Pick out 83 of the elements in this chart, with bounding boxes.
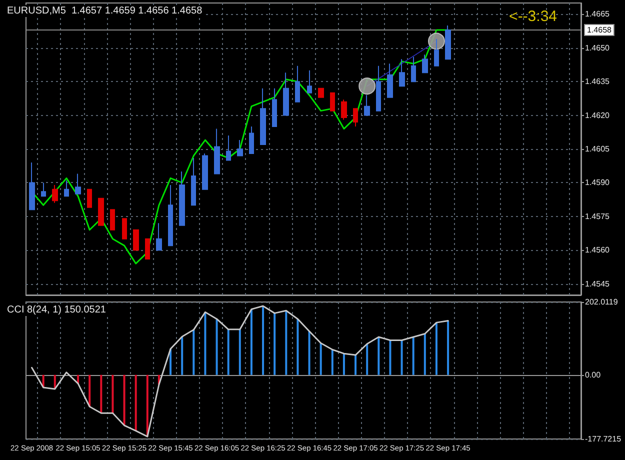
y-tick-label: -177.7215 — [585, 434, 622, 444]
bar — [170, 348, 172, 375]
bar — [227, 329, 230, 375]
bar — [412, 337, 414, 375]
candlestick — [145, 238, 150, 260]
candlestick — [64, 180, 69, 197]
y-tick-label: 1.4590 — [585, 178, 610, 188]
bar — [424, 334, 426, 375]
candlestick — [133, 229, 139, 251]
bar — [296, 318, 299, 375]
chart-title: CCI 8(24, 1) 150.0521 — [7, 304, 106, 316]
bar — [238, 329, 241, 375]
candlestick — [41, 182, 46, 197]
candlestick — [411, 56, 416, 82]
y-tick-label: 1.4605 — [585, 144, 610, 154]
candlestick — [214, 128, 220, 174]
candlestick — [283, 72, 289, 116]
candlestick — [156, 222, 162, 251]
y-tick-label: 1.4560 — [585, 246, 610, 255]
bar — [354, 355, 357, 375]
bar — [146, 374, 148, 437]
candlestick — [330, 92, 335, 112]
y-tick-label: 1.4635 — [585, 77, 610, 86]
bar — [285, 310, 288, 375]
y-tick-label: 1.4650 — [585, 43, 610, 52]
candlestick — [376, 65, 381, 112]
y-tick-label: 1.4545 — [585, 279, 610, 288]
bar — [123, 374, 126, 426]
y-tick-label: 1.4620 — [585, 110, 610, 120]
bar — [262, 306, 264, 375]
chart-title: EURUSD,M5 1.4657 1.4659 1.4656 1.4658 — [7, 6, 203, 16]
y-tick-label: 0.00 — [585, 370, 602, 380]
bar — [274, 313, 276, 375]
candlestick — [318, 88, 324, 98]
candlestick — [168, 184, 173, 246]
candlestick — [52, 184, 58, 204]
candlestick — [364, 94, 370, 116]
bar — [134, 374, 137, 431]
y-tick-label: 202.0119 — [585, 298, 618, 306]
bar — [378, 337, 380, 375]
candlestick — [226, 135, 231, 161]
candlestick — [98, 198, 104, 226]
candlestick — [202, 152, 208, 190]
candlestick — [179, 170, 185, 226]
candlestick — [110, 209, 115, 230]
bar — [250, 309, 252, 375]
bar — [216, 318, 218, 375]
bar — [342, 354, 345, 375]
bar — [320, 343, 322, 375]
candlestick — [122, 218, 127, 240]
y-tick-label: 1.4575 — [585, 212, 610, 221]
candlestick — [341, 99, 347, 120]
bar — [331, 350, 334, 375]
candlestick — [445, 24, 451, 60]
y-tick-label: 1.4665 — [585, 10, 610, 19]
bar — [366, 344, 368, 375]
bar — [447, 320, 450, 375]
bar — [181, 336, 184, 375]
candlestick — [249, 126, 254, 154]
bar — [204, 312, 206, 375]
candlestick — [307, 70, 312, 94]
candlestick — [272, 88, 277, 128]
candlestick — [422, 54, 428, 74]
candlestick — [237, 140, 243, 156]
bar — [100, 374, 102, 414]
candlestick — [29, 162, 35, 210]
candlestick — [191, 157, 196, 206]
candlestick — [399, 58, 405, 87]
bar — [435, 322, 438, 375]
candlestick — [260, 88, 266, 146]
candlestick — [353, 108, 358, 128]
candlestick — [75, 173, 81, 194]
candlestick — [387, 63, 393, 98]
bar — [389, 340, 392, 375]
bar — [88, 374, 91, 407]
bar — [192, 330, 195, 375]
candlestick — [434, 38, 439, 66]
candlestick — [295, 65, 300, 102]
ref-line-label: 1.4658 — [587, 25, 612, 34]
bar — [400, 340, 403, 375]
bar — [112, 374, 114, 414]
bar — [308, 331, 310, 375]
candlestick — [87, 188, 92, 208]
